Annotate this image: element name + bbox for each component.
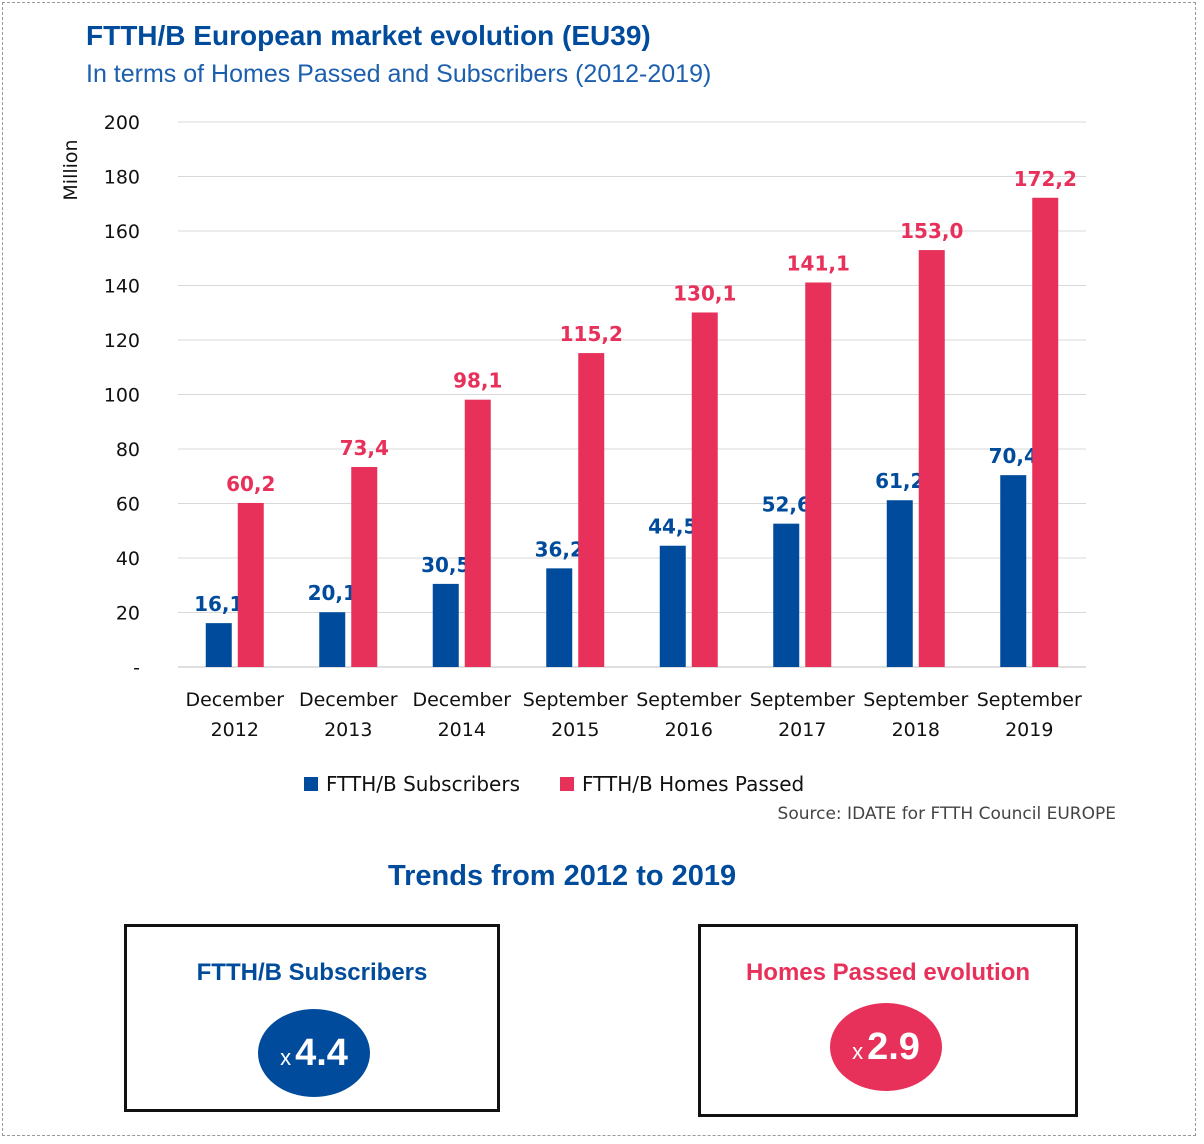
data-label-homes-passed: 115,2 (560, 322, 623, 346)
data-label-subscribers: 36,2 (535, 537, 584, 561)
trend-prefix-homes-passed: x (852, 1039, 864, 1064)
x-tick-label: December (412, 689, 511, 711)
bar-subscribers (546, 568, 573, 667)
y-tick-label: - (133, 657, 140, 679)
bar-homes-passed (351, 466, 378, 667)
trends-title: Trends from 2012 to 2019 (388, 860, 737, 892)
data-label-subscribers: 70,4 (989, 444, 1038, 468)
legend-swatch-subscribers (304, 777, 318, 791)
y-tick-label: 40 (116, 548, 140, 570)
x-tick-label: 2014 (438, 719, 486, 741)
x-tick-label: 2019 (1005, 719, 1053, 741)
bar-chart: - 20 40 60 80 100 120 140 160 180 200 Million 16,1 60… (60, 112, 1086, 741)
trend-badge-subscribers: x 4.4 (258, 1009, 370, 1097)
data-label-homes-passed: 98,1 (453, 369, 502, 393)
bar-subscribers (319, 612, 346, 667)
x-tick-label: September (636, 689, 741, 711)
data-label-subscribers: 30,5 (421, 553, 470, 577)
source-note: Source: IDATE for FTTH Council EUROPE (777, 804, 1116, 824)
legend-label-homes-passed: FTTH/B Homes Passed (582, 772, 805, 796)
data-label-homes-passed: 153,0 (900, 219, 963, 243)
y-tick-label: 200 (104, 112, 140, 134)
trend-value-homes-passed: 2.9 (867, 1025, 920, 1068)
y-tick-label: 140 (104, 276, 140, 298)
trend-badge-homes-passed: x 2.9 (830, 1003, 942, 1091)
y-tick-label: 20 (116, 603, 140, 625)
data-label-homes-passed: 73,4 (340, 436, 389, 460)
x-tick-label: December (299, 689, 398, 711)
x-tick-label: September (750, 689, 855, 711)
bar-homes-passed (1032, 197, 1059, 667)
x-tick-label: 2012 (211, 719, 259, 741)
chart-subtitle: In terms of Homes Passed and Subscribers… (86, 60, 712, 88)
x-tick-label: December (185, 689, 284, 711)
bar-homes-passed (237, 502, 264, 667)
data-label-subscribers: 16,1 (194, 592, 243, 616)
chart-title: FTTH/B European market evolution (EU39) (86, 20, 651, 51)
bar-subscribers (659, 545, 686, 667)
bar-homes-passed (691, 312, 718, 667)
data-label-subscribers: 20,1 (308, 581, 357, 605)
x-tick-label: September (863, 689, 968, 711)
bar-subscribers (432, 583, 459, 667)
bar-homes-passed (464, 399, 491, 667)
bar-subscribers (205, 623, 232, 667)
bar-homes-passed (918, 250, 945, 667)
bar-homes-passed (805, 282, 832, 667)
trend-box-subscribers: FTTH/B Subscribers x 4.4 (124, 924, 500, 1112)
y-tick-label: 60 (116, 494, 140, 516)
data-label-homes-passed: 60,2 (226, 472, 275, 496)
legend-swatch-homes-passed (560, 777, 574, 791)
trend-prefix-subscribers: x (280, 1045, 292, 1070)
y-tick-label: 180 (104, 167, 140, 189)
legend-label-subscribers: FTTH/B Subscribers (326, 772, 520, 796)
data-label-subscribers: 44,5 (648, 515, 697, 539)
x-tick-label: September (523, 689, 628, 711)
trend-label-homes-passed: Homes Passed evolution (745, 959, 1031, 986)
bar-homes-passed (578, 353, 605, 667)
bar-subscribers (886, 500, 913, 667)
trend-label-subscribers: FTTH/B Subscribers (196, 959, 428, 986)
trend-box-homes-passed: Homes Passed evolution x 2.9 (698, 924, 1078, 1117)
data-label-homes-passed: 130,1 (673, 281, 736, 305)
legend-item-subscribers: FTTH/B Subscribers (304, 772, 520, 796)
x-tick-label: 2015 (551, 719, 599, 741)
legend-item-homes-passed: FTTH/B Homes Passed (560, 772, 804, 796)
data-label-homes-passed: 172,2 (1014, 167, 1077, 191)
x-tick-label: 2016 (665, 719, 713, 741)
x-tick-label: 2017 (778, 719, 826, 741)
x-tick-label: 2018 (892, 719, 940, 741)
y-tick-label: 160 (104, 221, 140, 243)
trend-value-subscribers: 4.4 (295, 1031, 348, 1074)
data-label-subscribers: 61,2 (875, 469, 924, 493)
bar-subscribers (773, 523, 800, 667)
bar-subscribers (1000, 475, 1027, 667)
data-label-subscribers: 52,6 (762, 493, 811, 517)
y-tick-label: 100 (104, 385, 140, 407)
chart-legend: FTTH/B Subscribers FTTH/B Homes Passed (304, 770, 844, 798)
x-tick-label: September (977, 689, 1082, 711)
data-label-homes-passed: 141,1 (787, 252, 850, 276)
y-tick-label: 80 (116, 439, 140, 461)
x-tick-label: 2013 (324, 719, 372, 741)
y-tick-label: 120 (104, 330, 140, 352)
y-axis-label: Million (60, 139, 82, 200)
